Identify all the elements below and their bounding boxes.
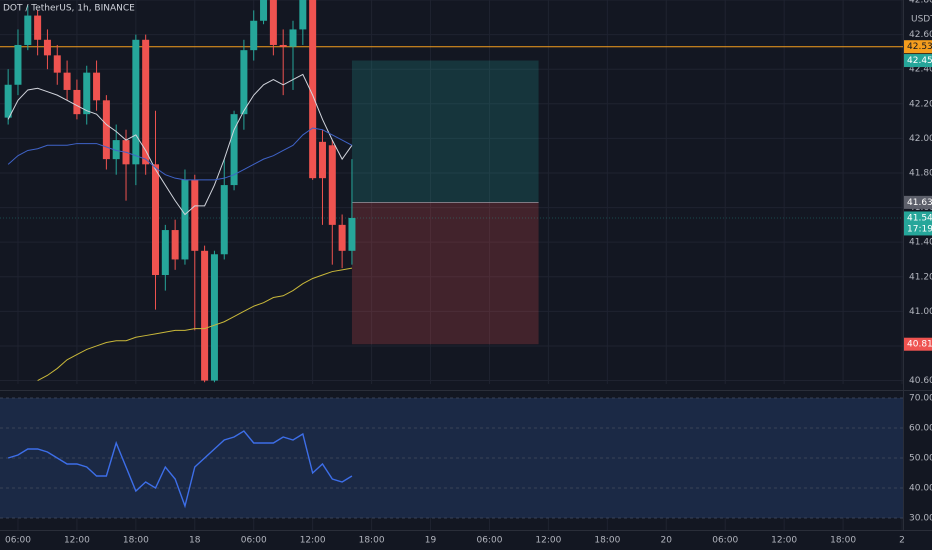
hline-label: 42.53 [907,42,932,52]
entry-label: 41.63 [907,198,932,208]
rsi-tick-label: 30.00 [909,514,932,524]
candle-body [171,230,179,260]
candle-body [63,72,71,90]
x-tick-label: 12:00 [300,536,326,546]
x-tick-label: 06:00 [241,536,267,546]
x-tick-label: 19 [425,536,437,546]
last-price-label: 41.54 [907,213,932,223]
y-tick-label: 40.60 [909,376,932,386]
x-tick-label: 2 [899,536,905,546]
last-price-label-countdown: 17:19 [907,224,932,234]
candle-body [34,15,42,40]
target-label-box [904,54,932,68]
candle-body [14,44,22,85]
candle-body [309,0,317,179]
candle-body [220,185,228,255]
currency-label: USDT [911,15,932,25]
candle-body [328,145,336,225]
moving-average [7,73,353,216]
y-tick-label: 41.00 [909,307,932,317]
candle-body [279,44,287,47]
y-tick-label: 41.40 [909,238,932,248]
candle-body [269,0,277,45]
x-tick-label: 06:00 [476,536,502,546]
x-tick-label: 06:00 [5,536,31,546]
y-tick-label: 42.40 [909,65,932,75]
candle-body [230,114,238,186]
y-tick-label: 41.20 [909,272,932,282]
candle-body [83,72,91,115]
x-tick-label: 18:00 [123,536,149,546]
price-pane [0,0,903,384]
x-tick-label: 18 [189,536,201,546]
x-tick-label: 12:00 [535,536,561,546]
rsi-tick-label: 40.00 [909,484,932,494]
position-profit-zone [351,60,539,203]
stop-label-box [904,337,932,351]
stop-label: 40.81 [907,340,932,350]
candle-body [142,39,150,165]
candle-body [151,164,159,276]
candle-body [93,72,101,101]
rsi-tick-label: 60.00 [909,424,932,434]
candle-body [43,39,51,56]
y-tick-label: 42.60 [909,30,932,40]
moving-average [37,267,353,381]
candle-body [299,0,307,30]
y-tick-label: 42.80 [909,0,932,6]
x-tick-label: 18:00 [594,536,620,546]
x-tick-label: 18:00 [830,536,856,546]
candle-body [181,179,189,260]
candle-body [348,217,356,251]
x-tick-label: 20 [661,536,673,546]
rsi-line [7,430,353,509]
hline-label-box [904,40,932,54]
candle-body [24,15,32,45]
candle-body [161,230,169,276]
x-tick-label: 18:00 [359,536,385,546]
x-tick-label: 12:00 [771,536,797,546]
y-tick-label: 41.80 [909,168,932,178]
candle-body [210,254,218,381]
y-tick-label: 42.20 [909,99,932,109]
rsi-tick-label: 50.00 [909,454,932,464]
position-loss-zone [351,202,539,345]
candle-body [112,140,120,160]
candle-body [102,100,110,160]
y-tick-label: 42.00 [909,134,932,144]
candle-body [201,250,209,381]
candle-body [132,39,140,165]
target-label: 42.45 [907,56,932,66]
candle-body [250,20,258,51]
candle-body [53,55,61,73]
candle-body [191,179,199,251]
candle-body [260,0,268,21]
last-price-label-box [904,211,932,236]
moving-average [7,127,353,181]
candle-body [318,141,326,179]
candle-body [73,89,81,115]
entry-label-box [904,195,932,209]
rsi-tick-label: 70.00 [909,394,932,404]
candle-body [240,50,248,115]
rsi-pane [0,397,903,530]
chart-title: DOT / TetherUS, 1h, BINANCE [3,4,135,14]
candle-body [289,29,297,47]
x-tick-label: 06:00 [712,536,738,546]
candle-body [4,84,12,118]
candle-body [338,224,346,251]
axes: 06:00 12:00 18:00 18 06:00 12:00 18:00 19 06:00 1… [5,0,932,546]
x-tick-label: 12:00 [64,536,90,546]
